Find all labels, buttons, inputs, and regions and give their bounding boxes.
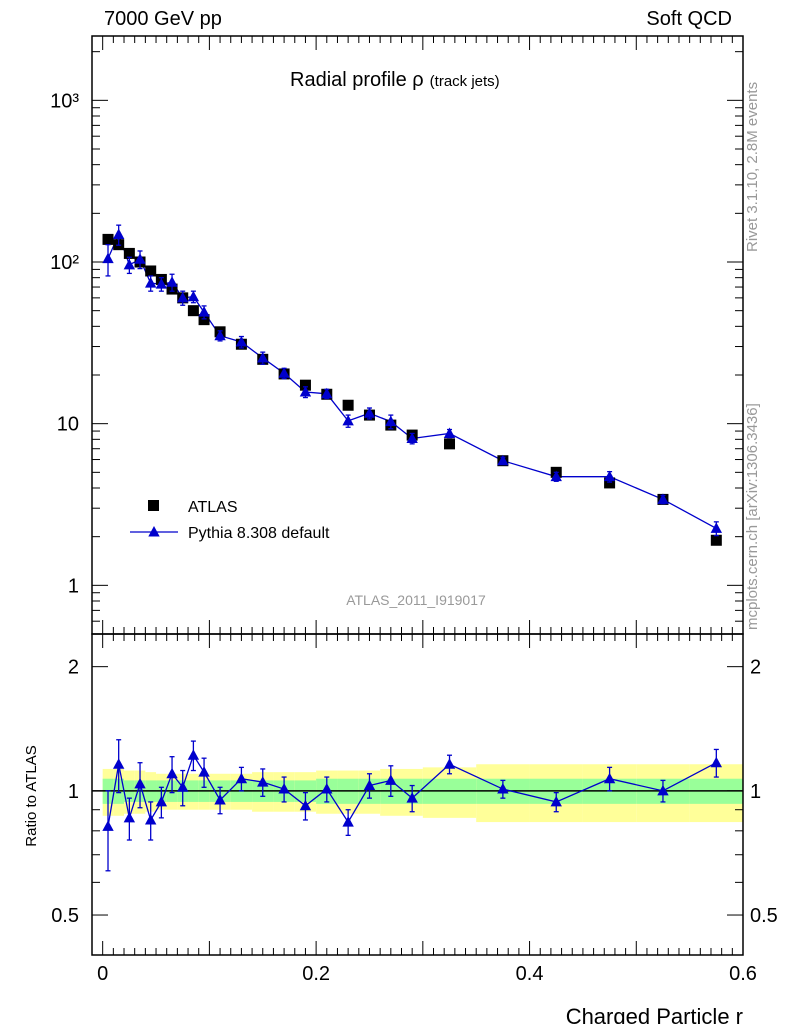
x-tick-label: 0.2 bbox=[302, 963, 330, 985]
pythia-ratio-line bbox=[107, 753, 717, 827]
analysis-label: ATLAS_2011_I919017 bbox=[346, 592, 486, 608]
pythia-point bbox=[123, 258, 136, 270]
pythia-ratio-point bbox=[112, 758, 125, 769]
header-right-label: Soft QCD bbox=[646, 8, 732, 30]
pythia-ratio-point bbox=[363, 779, 376, 791]
atlas-point bbox=[299, 379, 311, 391]
plot-frames bbox=[91, 35, 744, 956]
x-tick-label: 0.6 bbox=[729, 963, 757, 985]
legend-atlas-marker bbox=[148, 500, 159, 511]
pythia-point bbox=[603, 470, 616, 482]
y-tick-label: 10² bbox=[50, 252, 79, 274]
ratio-y-axis-label: Ratio to ATLAS bbox=[23, 745, 40, 846]
pythia-point bbox=[342, 414, 354, 426]
pythia-ratio-point bbox=[443, 758, 456, 769]
pythia-ratio-point bbox=[235, 772, 248, 784]
y-tick-label: 1 bbox=[68, 575, 79, 597]
pythia-point bbox=[166, 276, 178, 287]
atlas-point bbox=[710, 534, 722, 546]
ratio-panel-frame bbox=[91, 633, 744, 956]
pythia-point bbox=[299, 385, 312, 397]
pythia-ratio-point bbox=[550, 795, 562, 807]
atlas-point bbox=[145, 265, 157, 277]
pythia-point bbox=[134, 253, 146, 264]
pythia-point bbox=[214, 329, 226, 341]
pythia-point bbox=[198, 306, 210, 317]
pythia-ratio-point bbox=[497, 783, 509, 794]
pythia-ratio-point bbox=[342, 816, 354, 827]
pythia-line bbox=[107, 232, 717, 529]
atlas-point bbox=[342, 399, 354, 411]
ratio-y-tick-label-right: 1 bbox=[750, 781, 761, 803]
pythia-point bbox=[257, 351, 269, 363]
header-left-label: 7000 GeV pp bbox=[104, 8, 222, 30]
pythia-point bbox=[497, 454, 509, 466]
pythia-ratio-point bbox=[155, 795, 168, 807]
y-tick-label: 10³ bbox=[50, 90, 79, 112]
legend-pythia-marker bbox=[148, 526, 160, 537]
atlas-point bbox=[187, 305, 199, 317]
pythia-point bbox=[235, 336, 248, 347]
ratio-y-tick-label-right: 0.5 bbox=[750, 905, 778, 927]
pythia-ratio-point bbox=[657, 784, 669, 796]
pythia-point bbox=[406, 432, 418, 443]
tick-labels: 0 0.2 0.4 0.6 1 10 10² 10³ 0.5 0.5 1 1 2 2 bbox=[50, 90, 778, 985]
pythia-ratio-point bbox=[134, 777, 146, 789]
pythia-point bbox=[155, 278, 168, 289]
atlas-point bbox=[604, 477, 616, 489]
legend: ATLAS Pythia 8.308 default bbox=[130, 499, 330, 542]
pythia-ratio-point bbox=[710, 756, 723, 768]
pythia-point bbox=[187, 290, 200, 302]
pythia-ratio-point bbox=[385, 774, 397, 785]
pythia-ratio-point bbox=[102, 820, 114, 831]
ratio-y-tick-label: 0.5 bbox=[51, 905, 79, 927]
pythia-point bbox=[144, 277, 157, 288]
pythia-point bbox=[102, 252, 114, 264]
x-axis-label: Charged Particle r bbox=[566, 1004, 743, 1024]
pythia-ratio-point bbox=[321, 783, 333, 794]
atlas-point bbox=[102, 233, 114, 245]
pythia-ratio-point bbox=[187, 749, 200, 760]
ratio-y-tick-label: 1 bbox=[68, 781, 79, 803]
pythia-ratio-point bbox=[177, 781, 189, 792]
atlas-point bbox=[444, 438, 456, 450]
pythia-ratio-point bbox=[198, 766, 210, 777]
y-tick-label: 10 bbox=[57, 414, 79, 436]
pythia-ratio-point bbox=[166, 767, 178, 779]
ratio-uncertainty-band bbox=[102, 764, 743, 823]
ratio-y-tick-label: 2 bbox=[68, 657, 79, 679]
pythia-point bbox=[321, 387, 333, 399]
ratio-panel-data bbox=[102, 739, 723, 872]
pythia-point bbox=[112, 228, 125, 239]
pythia-point bbox=[550, 470, 562, 482]
pythia-ratio-point bbox=[144, 813, 157, 825]
pythia-ratio-point bbox=[257, 776, 269, 787]
pythia-point bbox=[278, 367, 290, 378]
atlas-point bbox=[198, 314, 210, 326]
chart-title: Radial profile ρ (track jets) bbox=[290, 69, 500, 91]
pythia-point bbox=[443, 427, 456, 438]
pythia-ratio-point bbox=[406, 792, 418, 803]
legend-atlas-label: ATLAS bbox=[188, 499, 238, 516]
axis-ticks bbox=[92, 36, 744, 956]
x-tick-label: 0 bbox=[97, 963, 108, 985]
legend-pythia-label: Pythia 8.308 default bbox=[188, 525, 330, 542]
main-panel-frame bbox=[91, 35, 744, 635]
pythia-ratio-point bbox=[299, 799, 312, 811]
pythia-ratio-point bbox=[214, 794, 226, 805]
ratio-y-tick-label-right: 2 bbox=[750, 657, 761, 679]
pythia-point bbox=[177, 291, 189, 303]
pythia-ratio-point bbox=[123, 811, 136, 823]
pythia-point bbox=[385, 415, 397, 427]
pythia-point bbox=[363, 407, 376, 418]
pythia-point bbox=[710, 522, 723, 533]
pythia-ratio-point bbox=[278, 783, 290, 794]
x-tick-label: 0.4 bbox=[516, 963, 544, 985]
atlas-point bbox=[123, 247, 135, 259]
main-panel-data bbox=[102, 224, 723, 546]
pythia-point bbox=[657, 493, 669, 504]
pythia-ratio-point bbox=[603, 772, 616, 784]
